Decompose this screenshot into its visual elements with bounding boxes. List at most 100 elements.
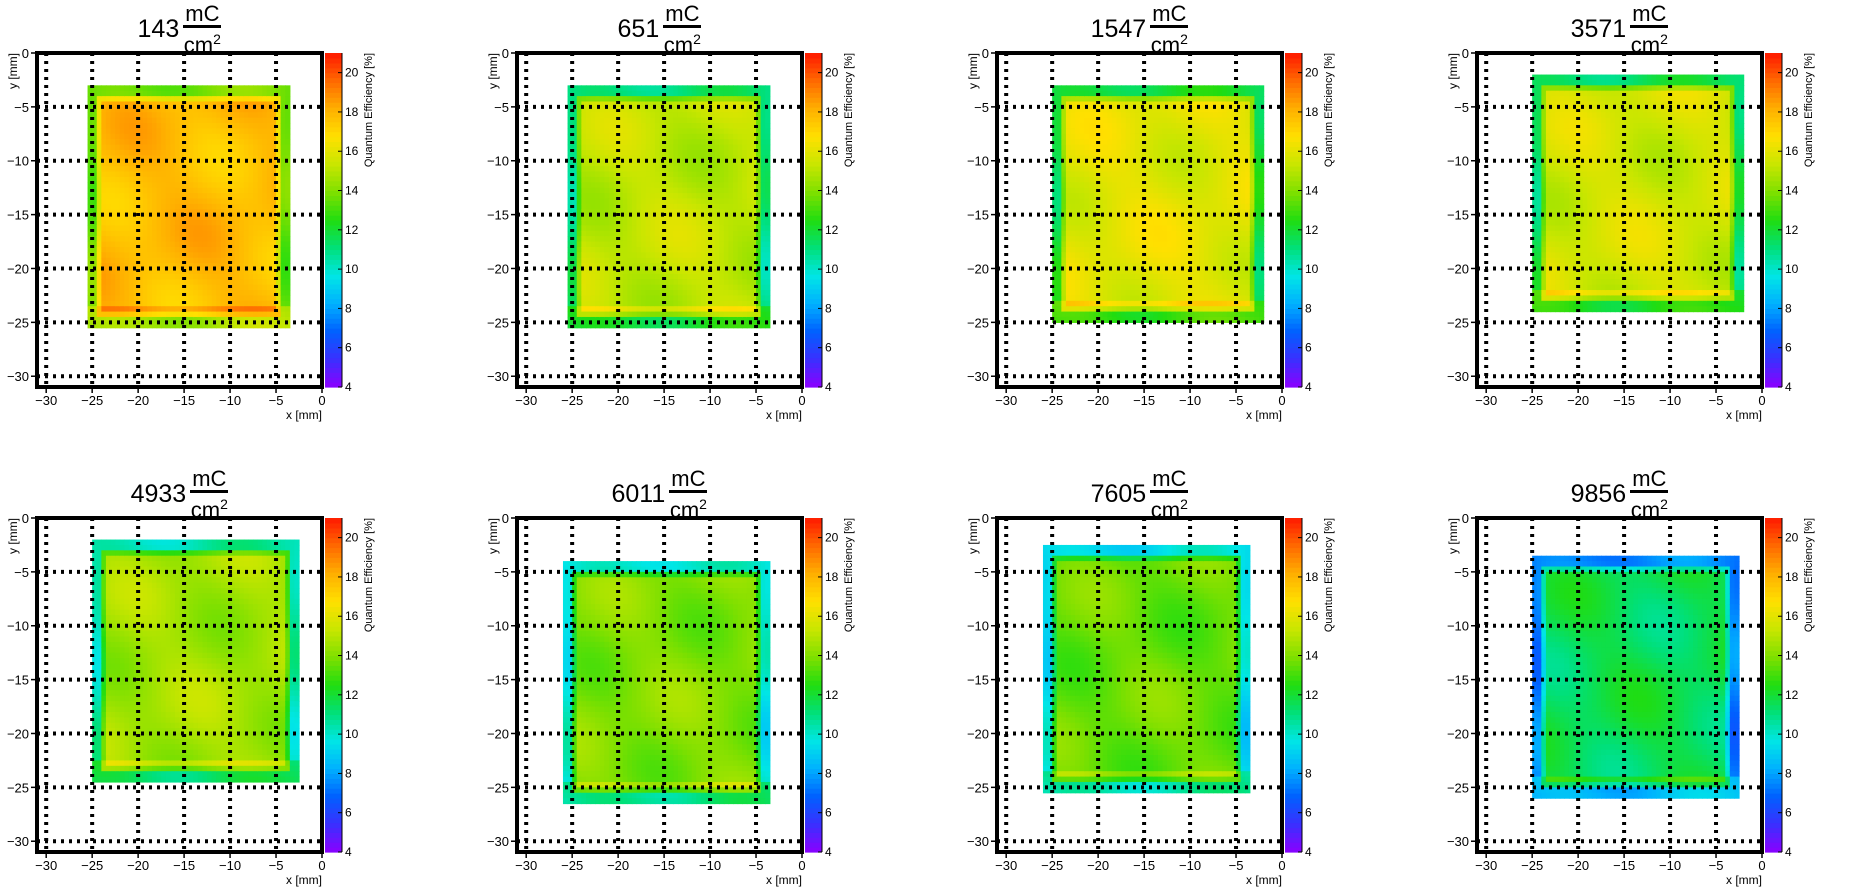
heatmap-cell xyxy=(728,107,733,113)
heatmap-cell xyxy=(170,252,175,258)
heatmap-cell xyxy=(1121,123,1126,129)
heatmap-cell xyxy=(253,306,258,312)
heatmap-cell xyxy=(641,177,646,183)
heatmap-cell xyxy=(106,96,111,102)
heatmap-cell xyxy=(1117,301,1122,307)
heatmap-cell xyxy=(124,220,129,226)
heatmap-cell xyxy=(1107,134,1112,140)
heatmap-cell xyxy=(687,306,692,312)
heatmap-cell xyxy=(285,96,290,102)
heatmap-cell xyxy=(276,312,281,318)
heatmap-cell xyxy=(106,172,111,178)
heatmap-cell xyxy=(202,279,207,285)
heatmap-cell xyxy=(202,118,207,124)
heatmap-cell xyxy=(1126,96,1131,102)
heatmap-cell xyxy=(1075,274,1080,280)
heatmap-cell xyxy=(1057,182,1062,188)
heatmap-cell xyxy=(175,134,180,140)
heatmap-cell xyxy=(581,134,586,140)
heatmap-cell xyxy=(161,247,166,253)
heatmap-cell xyxy=(1075,128,1080,134)
heatmap-cell xyxy=(120,91,125,97)
heatmap-cell xyxy=(1066,166,1071,172)
heatmap-cell xyxy=(170,301,175,307)
heatmap-cell xyxy=(577,204,582,210)
heatmap-cell xyxy=(170,177,175,183)
heatmap-cell xyxy=(1126,123,1131,129)
heatmap-cell xyxy=(161,231,166,237)
heatmap-cell xyxy=(216,161,221,167)
heatmap-cell xyxy=(267,252,272,258)
heatmap-cell xyxy=(1080,118,1085,124)
heatmap-cell xyxy=(586,198,591,204)
heatmap-cell xyxy=(157,301,162,307)
heatmap-cell xyxy=(193,96,198,102)
heatmap-cell xyxy=(1112,285,1117,291)
heatmap-cell xyxy=(682,150,687,156)
heatmap-cell xyxy=(115,274,120,280)
heatmap-cell xyxy=(189,204,194,210)
heatmap-cell xyxy=(696,145,701,151)
heatmap-cell xyxy=(678,112,683,118)
heatmap-cell xyxy=(244,145,249,151)
heatmap-cell xyxy=(1112,225,1117,231)
y-tick-label: −15 xyxy=(487,208,509,223)
heatmap-cell xyxy=(207,166,212,172)
heatmap-cell xyxy=(101,150,106,156)
heatmap-cell xyxy=(595,306,600,312)
heatmap-cell xyxy=(655,128,660,134)
heatmap-cell xyxy=(216,268,221,274)
heatmap-cell xyxy=(600,188,605,194)
heatmap-cell xyxy=(244,274,249,280)
heatmap-cell xyxy=(687,295,692,301)
heatmap-cell xyxy=(152,161,157,167)
heatmap-cell xyxy=(267,91,272,97)
heatmap-cell xyxy=(281,220,286,226)
heatmap-cell xyxy=(129,236,134,242)
heatmap-cell xyxy=(618,312,623,318)
heatmap-cell xyxy=(120,193,125,199)
heatmap-cell xyxy=(1117,91,1122,97)
heatmap-cell xyxy=(577,166,582,172)
heatmap-cell xyxy=(202,231,207,237)
heatmap-cell xyxy=(623,172,628,178)
heatmap-cell xyxy=(248,268,253,274)
heatmap-cell xyxy=(719,215,724,221)
heatmap-cell xyxy=(166,306,171,312)
heatmap-cell xyxy=(600,128,605,134)
heatmap-cell xyxy=(701,258,706,264)
heatmap-cell xyxy=(198,198,203,204)
heatmap-cell xyxy=(728,225,733,231)
heatmap-cell xyxy=(212,96,217,102)
heatmap-cell xyxy=(696,198,701,204)
heatmap-cell xyxy=(591,134,596,140)
colorbar-segment xyxy=(325,299,342,305)
heatmap-cell xyxy=(728,301,733,307)
heatmap-cell xyxy=(1126,290,1131,296)
heatmap-cell xyxy=(747,258,752,264)
heatmap-cell xyxy=(161,85,166,91)
heatmap-cell xyxy=(646,274,651,280)
heatmap-cell xyxy=(728,252,733,258)
heatmap-cell xyxy=(618,279,623,285)
colorbar-segment xyxy=(805,299,822,305)
heatmap-cell xyxy=(1107,139,1112,145)
heatmap-cell xyxy=(747,236,752,242)
heatmap-cell xyxy=(728,177,733,183)
heatmap-cell xyxy=(692,172,697,178)
heatmap-cell xyxy=(198,96,203,102)
heatmap-cell xyxy=(124,312,129,318)
heatmap-cell xyxy=(193,279,198,285)
heatmap-cell xyxy=(101,139,106,145)
heatmap-cell xyxy=(623,231,628,237)
heatmap-cell xyxy=(632,112,637,118)
heatmap-cell xyxy=(1066,312,1071,318)
heatmap-cell xyxy=(207,198,212,204)
heatmap-cell xyxy=(221,182,226,188)
heatmap-cell xyxy=(97,150,102,156)
heatmap-cell xyxy=(609,128,614,134)
heatmap-cell xyxy=(1089,91,1094,97)
heatmap-cell xyxy=(692,177,697,183)
heatmap-cell xyxy=(669,247,674,253)
heatmap-cell xyxy=(193,188,198,194)
